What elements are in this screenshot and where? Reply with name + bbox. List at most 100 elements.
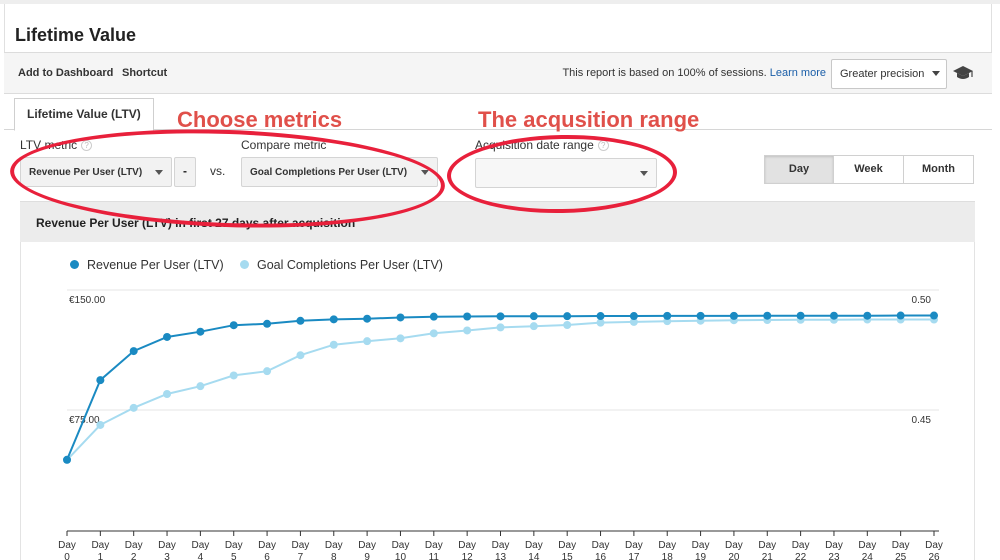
revenue-series-point [796, 311, 805, 320]
x-tick-label: Day [625, 540, 643, 551]
x-tick-label-number: 18 [662, 552, 674, 560]
x-tick-label-number: 13 [495, 552, 507, 560]
revenue-series-point [930, 311, 938, 320]
legend-item-goal-completions[interactable]: Goal Completions Per User (LTV) [240, 258, 443, 272]
x-tick-label: Day [258, 540, 276, 551]
goal-completions-series-point [463, 326, 472, 335]
tab-lifetime-value[interactable]: Lifetime Value (LTV) [14, 98, 154, 131]
goal-completions-series-point [129, 403, 138, 412]
goal-completions-series-line [66, 318, 934, 461]
revenue-series-point [663, 311, 672, 320]
chart-title: Revenue Per User (LTV) in first 27 days … [36, 216, 356, 230]
revenue-series-point [529, 312, 538, 321]
x-tick-label: Day [58, 540, 76, 551]
revenue-series-point [563, 312, 572, 321]
goal-completions-series-point [196, 382, 205, 391]
sampling-note-text: This report is based on 100% of sessions… [562, 67, 767, 79]
x-tick-label-number: 16 [595, 552, 607, 560]
compare-metric-label: Compare metric [241, 138, 327, 152]
x-tick-label-number: 8 [331, 552, 337, 560]
granularity-month-button[interactable]: Month [903, 155, 974, 184]
chevron-down-icon [932, 71, 940, 76]
acquisition-range-dropdown[interactable] [475, 158, 657, 188]
revenue-series-point [496, 312, 505, 321]
goal-completions-series-point [296, 351, 305, 360]
revenue-series-point [729, 311, 738, 320]
x-tick-label: Day [658, 540, 676, 551]
help-icon[interactable]: ? [597, 140, 609, 151]
goal-completions-series-point [163, 390, 172, 399]
x-tick-label: Day [358, 540, 376, 551]
granularity-day-button[interactable]: Day [764, 155, 834, 184]
chart-area [20, 242, 975, 560]
y-left-tick-label: €75.00 [69, 415, 100, 426]
goal-completions-series-point [363, 337, 372, 346]
x-tick-label: Day [825, 540, 843, 551]
revenue-series-point [396, 313, 405, 322]
goal-completions-series-point [229, 371, 238, 380]
annotation-acquisition-range: The acqusition range [478, 107, 700, 132]
window-top-border [0, 0, 1000, 4]
legend-marker [240, 260, 249, 269]
revenue-series-point [63, 455, 71, 464]
add-to-dashboard-button[interactable]: Add to Dashboard [18, 67, 114, 79]
x-tick-label: Day [858, 540, 876, 551]
chevron-down-icon [421, 170, 429, 175]
goal-completions-series-point [496, 323, 505, 332]
x-tick-label: Day [525, 540, 543, 551]
x-tick-label: Day [225, 540, 243, 551]
shortcut-button[interactable]: Shortcut [122, 67, 168, 79]
revenue-series-point [429, 312, 438, 321]
x-tick-label-number: 23 [828, 552, 840, 560]
x-tick-label-number: 1 [98, 552, 104, 560]
x-tick-label-number: 11 [429, 552, 440, 560]
ltv-metric-dropdown[interactable]: Revenue Per User (LTV) [20, 157, 172, 187]
x-tick-label-number: 24 [862, 552, 874, 560]
revenue-series-point [463, 312, 472, 321]
x-tick-label: Day [892, 540, 910, 551]
legend-marker [70, 260, 79, 269]
help-icon[interactable]: ? [81, 140, 93, 151]
revenue-series-point [329, 315, 338, 324]
goal-completions-series-point [529, 322, 538, 331]
precision-select[interactable]: Greater precision [831, 59, 947, 89]
x-tick-label-number: 6 [264, 552, 270, 560]
x-tick-label-number: 14 [528, 552, 540, 560]
x-tick-label-number: 20 [728, 552, 740, 560]
compare-metric-dropdown[interactable]: Goal Completions Per User (LTV) [241, 157, 438, 187]
x-tick-label: Day [191, 540, 209, 551]
legend-item-revenue[interactable]: Revenue Per User (LTV) [70, 258, 224, 272]
sampling-note: This report is based on 100% of sessions… [562, 67, 826, 79]
graduation-cap-icon[interactable] [952, 64, 974, 82]
x-tick-label-number: 7 [298, 552, 304, 560]
revenue-series-point [696, 311, 705, 320]
remove-metric-button[interactable]: - [174, 157, 196, 187]
x-tick-label: Day [325, 540, 343, 551]
goal-completions-series-point [96, 420, 105, 429]
revenue-series-point [96, 376, 105, 385]
x-tick-label-number: 17 [628, 552, 640, 560]
goal-completions-series-point [329, 340, 338, 349]
x-tick-label: Day [492, 540, 510, 551]
y-left-tick-label: €150.00 [69, 295, 106, 306]
revenue-series-point [596, 312, 605, 321]
acquisition-range-label-text: Acquisition date range [475, 138, 594, 152]
y-right-tick-label: 0.50 [912, 295, 932, 306]
revenue-series-point [196, 327, 205, 336]
goal-completions-series-point [596, 318, 605, 327]
ltv-metric-label-text: LTV metric [20, 138, 78, 152]
x-tick-label-number: 19 [695, 552, 707, 560]
revenue-series-point [829, 311, 838, 320]
y-right-tick-label: 0.45 [912, 415, 932, 426]
x-tick-label: Day [792, 540, 810, 551]
legend-label: Revenue Per User (LTV) [87, 258, 224, 272]
revenue-series-point [896, 311, 905, 320]
granularity-week-button[interactable]: Week [833, 155, 904, 184]
x-tick-label: Day [758, 540, 776, 551]
revenue-series-point [263, 319, 272, 328]
learn-more-link[interactable]: Learn more [769, 67, 826, 79]
x-tick-label-number: 5 [231, 552, 237, 560]
acquisition-range-label: Acquisition date range? [475, 138, 609, 152]
x-tick-label-number: 12 [462, 552, 474, 560]
